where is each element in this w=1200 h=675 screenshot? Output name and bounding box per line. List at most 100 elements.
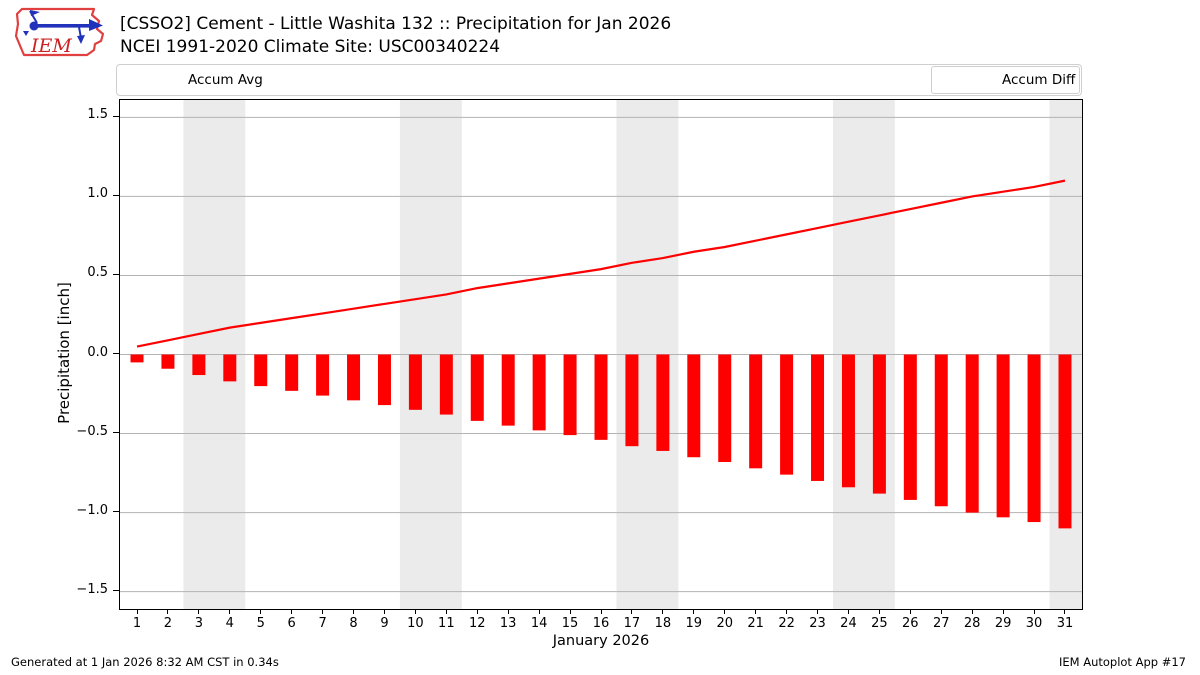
x-tick-label: 30 [1025, 616, 1043, 631]
x-tick-mark [538, 609, 540, 614]
x-tick-mark [136, 609, 138, 614]
accum-diff-bar [687, 354, 701, 458]
x-tick-mark [291, 609, 293, 614]
x-tick-label: 20 [716, 616, 733, 631]
x-tick-label: 25 [871, 616, 888, 631]
x-tick-mark [693, 609, 695, 614]
x-tick-mark [167, 609, 169, 614]
accum-diff-bar [532, 354, 546, 431]
y-tick-label: −1.0 [76, 502, 108, 518]
generated-timestamp: Generated at 1 Jan 2026 8:32 AM CST in 0… [11, 655, 279, 669]
accum-diff-bar [347, 354, 361, 401]
x-tick-mark [847, 609, 849, 614]
x-tick-label: 2 [163, 616, 173, 631]
y-tick-label: 1.0 [87, 186, 108, 202]
accum-diff-bar [563, 354, 577, 436]
accum-diff-bar [501, 354, 515, 426]
legend-label-accum-avg: Accum Avg [188, 72, 263, 88]
legend-label-accum-diff: Accum Diff [1002, 72, 1076, 88]
x-tick-label: 16 [592, 616, 610, 631]
accum-diff-bar [903, 354, 917, 500]
accum-diff-bar [841, 354, 855, 488]
y-tick-label: 0.0 [87, 344, 108, 360]
x-tick-label: 28 [963, 616, 981, 631]
accum-diff-bar [811, 354, 825, 481]
x-tick-mark [353, 609, 355, 614]
x-tick-mark [786, 609, 788, 614]
accum-diff-bar [377, 354, 391, 406]
app-credit: IEM Autoplot App #17 [1058, 655, 1186, 669]
accum-diff-bar [130, 354, 144, 363]
accum-avg-line-swatch [130, 79, 163, 82]
x-tick-label: 31 [1056, 616, 1074, 631]
iem-logo: IEM [14, 7, 105, 57]
x-tick-label: 29 [994, 616, 1012, 631]
x-tick-mark [414, 609, 416, 614]
x-tick-label: 23 [809, 616, 826, 631]
x-tick-mark [600, 609, 602, 614]
x-tick-label: 24 [840, 616, 857, 631]
plot-area [119, 99, 1083, 610]
x-tick-label: 3 [194, 616, 204, 631]
x-tick-label: 17 [623, 616, 641, 631]
x-tick-mark [817, 609, 819, 614]
y-tick-mark [113, 115, 119, 117]
accum-diff-bar [934, 354, 948, 507]
x-tick-mark [724, 609, 726, 614]
logo-text: IEM [30, 35, 72, 57]
chart-title: [CSSO2] Cement - Little Washita 132 :: P… [120, 14, 672, 34]
weather-vane-icon [23, 10, 103, 44]
accum-diff-bar [316, 354, 330, 396]
x-tick-label: 7 [318, 616, 327, 631]
y-tick-mark [113, 194, 119, 196]
accum-diff-bar [192, 354, 206, 376]
y-tick-label: −1.5 [76, 581, 108, 597]
y-tick-mark [113, 353, 119, 354]
x-tick-label: 11 [438, 616, 455, 631]
legend-accum-diff: Accum Diff [931, 66, 1080, 94]
x-tick-mark [569, 609, 571, 614]
x-tick-mark [198, 609, 200, 614]
y-tick-mark [113, 511, 119, 513]
x-tick-mark [445, 609, 447, 614]
accum-diff-bar [965, 354, 979, 513]
x-tick-label: 10 [407, 616, 424, 631]
accum-diff-bar [749, 354, 763, 469]
accum-diff-bar [594, 354, 608, 440]
accum-diff-bar [625, 354, 639, 447]
accum-diff-bar [872, 354, 886, 494]
x-tick-mark [755, 609, 757, 614]
plot-canvas [120, 100, 1082, 609]
x-tick-mark [971, 609, 973, 614]
x-tick-label: 18 [654, 616, 672, 631]
x-tick-mark [229, 609, 231, 614]
accum-diff-bar [718, 354, 732, 462]
x-tick-mark [1002, 609, 1004, 614]
x-tick-mark [1064, 609, 1066, 614]
y-tick-label: 0.5 [87, 265, 108, 281]
x-tick-label: 21 [747, 616, 764, 631]
accum-diff-bar [780, 354, 794, 475]
accum-diff-bar [470, 354, 484, 421]
x-tick-label: 13 [499, 616, 517, 631]
x-tick-label: 15 [561, 616, 579, 631]
accum-diff-bar [439, 354, 453, 415]
x-tick-mark [631, 609, 633, 614]
x-tick-mark [260, 609, 262, 614]
x-tick-label: 19 [685, 616, 703, 631]
accum-avg-line [136, 179, 1066, 348]
page-title: [CSSO2] Cement - Little Washita 132 :: P… [120, 13, 671, 59]
x-tick-label: 27 [932, 616, 950, 631]
accum-diff-bar [223, 354, 237, 382]
x-tick-label: 1 [132, 616, 142, 631]
accum-diff-bar-swatch [959, 74, 989, 87]
x-tick-mark [909, 609, 911, 614]
x-tick-mark [507, 609, 509, 614]
x-tick-label: 22 [778, 616, 795, 631]
x-tick-label: 14 [530, 616, 548, 631]
x-tick-label: 8 [349, 616, 358, 631]
x-tick-label: 26 [902, 616, 919, 631]
x-tick-label: 4 [225, 616, 234, 631]
y-tick-label: 1.5 [87, 107, 108, 123]
